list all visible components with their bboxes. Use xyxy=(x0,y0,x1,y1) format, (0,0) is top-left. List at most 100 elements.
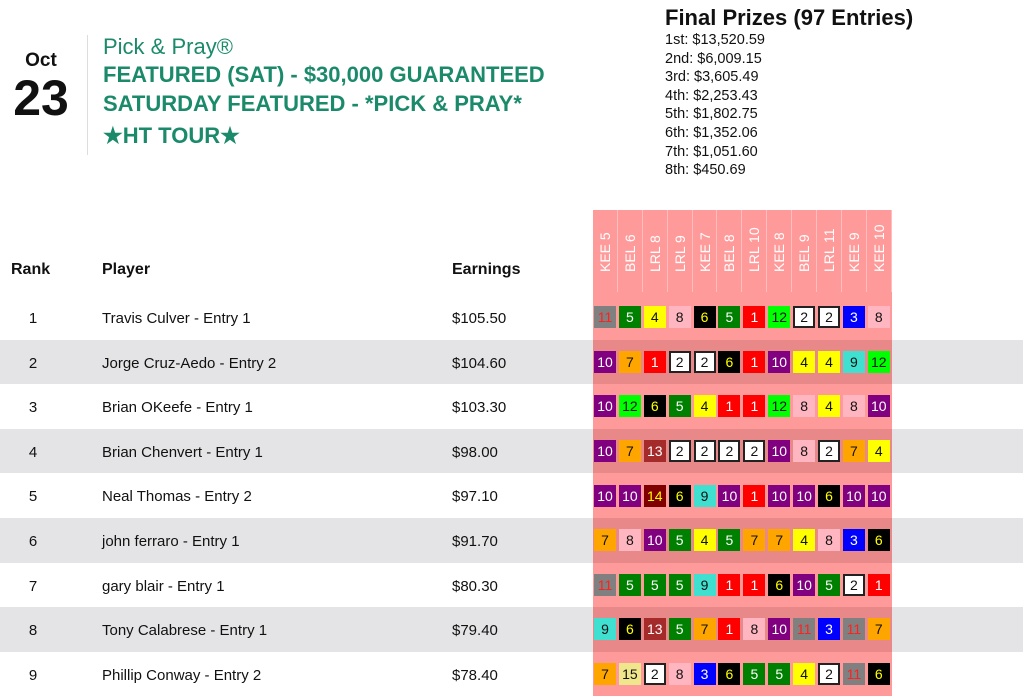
player-name[interactable]: Brian Chenvert - Entry 1 xyxy=(102,443,263,461)
pick-cell: 4 xyxy=(867,440,890,463)
table-row[interactable]: 8 Tony Calabrese - Entry 1 $79.40 9 6 13 5 7 1 8 1… xyxy=(0,607,1023,652)
pick-cell: 6 xyxy=(718,350,741,373)
prize-item: 2nd: $6,009.15 xyxy=(665,50,762,67)
date-month: Oct xyxy=(25,50,57,71)
contest-line-2: SATURDAY FEATURED - *PICK & PRAY* xyxy=(103,91,522,116)
pick-cell: 2 xyxy=(643,663,666,686)
pick-cell: 10 xyxy=(594,350,616,373)
earnings-cell: $79.40 xyxy=(452,622,498,640)
header-player: Player xyxy=(102,261,151,278)
player-name[interactable]: Jorge Cruz-Aedo - Entry 2 xyxy=(102,354,277,372)
player-name[interactable]: Neal Thomas - Entry 2 xyxy=(102,488,252,506)
race-label: LRL 11 xyxy=(820,228,837,272)
picks-grid: 10 7 1 2 2 6 1 10 4 4 9 12 xyxy=(593,339,892,385)
pick-cell: 7 xyxy=(768,529,791,552)
pick-cell: 1 xyxy=(743,306,766,329)
pick-cell: 11 xyxy=(793,618,816,641)
pick-cell: 6 xyxy=(668,484,691,507)
race-label: KEE 8 xyxy=(771,232,788,272)
race-column-headers: KEE 5 BEL 6 LRL 8 LRL 9 KEE 7 BEL 8 LRL 10 KEE … xyxy=(593,210,892,292)
pick-cell: 7 xyxy=(618,440,641,463)
pick-cell: 5 xyxy=(668,529,691,552)
pick-cell: 10 xyxy=(768,484,791,507)
pick-cell: 6 xyxy=(693,306,716,329)
pick-cell: 8 xyxy=(793,395,816,418)
pick-cell: 13 xyxy=(643,440,666,463)
race-label: KEE 9 xyxy=(845,232,862,272)
table-row[interactable]: 5 Neal Thomas - Entry 2 $97.10 10 10 14 6 9 10 1 1… xyxy=(0,473,1023,518)
pick-cell: 6 xyxy=(768,573,791,596)
pick-cell: 15 xyxy=(618,663,641,686)
pick-cell: 3 xyxy=(818,618,841,641)
pick-cell: 5 xyxy=(718,306,741,329)
pick-cell: 12 xyxy=(768,306,791,329)
pick-cell: 5 xyxy=(618,306,641,329)
pick-cell: 1 xyxy=(867,573,890,596)
player-name[interactable]: Phillip Conway - Entry 2 xyxy=(102,666,262,684)
table-row[interactable]: 6 john ferraro - Entry 1 $91.70 7 8 10 5 4 5 7 7 4 8… xyxy=(0,518,1023,563)
pick-cell: 1 xyxy=(743,395,766,418)
final-prizes: Final Prizes (97 Entries) 1st: $13,520.5… xyxy=(665,5,913,180)
pick-cell: 11 xyxy=(594,306,616,329)
earnings-cell: $78.40 xyxy=(452,666,498,684)
pick-cell: 5 xyxy=(618,573,641,596)
pick-cell: 7 xyxy=(743,529,766,552)
picks-grid: 7 15 2 8 3 6 5 5 4 2 11 6 xyxy=(593,651,892,696)
contest-brand: Pick & Pray® xyxy=(103,34,233,59)
pick-cell: 7 xyxy=(618,350,641,373)
race-label: LRL 8 xyxy=(646,235,663,272)
rank-cell: 7 xyxy=(28,577,38,595)
player-name[interactable]: Brian OKeefe - Entry 1 xyxy=(102,399,253,417)
pick-cell: 9 xyxy=(842,350,865,373)
pick-cell: 1 xyxy=(718,618,741,641)
pick-cell: 4 xyxy=(818,350,841,373)
pick-cell: 13 xyxy=(643,618,666,641)
pick-cell: 10 xyxy=(867,484,890,507)
pick-cell: 5 xyxy=(768,663,791,686)
race-column: KEE 5 xyxy=(593,210,618,292)
pick-cell: 10 xyxy=(793,573,816,596)
pick-cell: 1 xyxy=(743,484,766,507)
table-row[interactable]: 4 Brian Chenvert - Entry 1 $98.00 10 7 13 2 2 2 2… xyxy=(0,428,1023,474)
pick-cell: 6 xyxy=(867,529,890,552)
player-name[interactable]: gary blair - Entry 1 xyxy=(102,577,225,595)
table-row[interactable]: 3 Brian OKeefe - Entry 1 $103.30 10 12 6 5 4 1 1 1… xyxy=(0,384,1023,429)
player-name[interactable]: Tony Calabrese - Entry 1 xyxy=(102,622,268,640)
pick-cell: 12 xyxy=(768,395,791,418)
race-column: KEE 8 xyxy=(767,210,793,292)
pick-cell: 10 xyxy=(594,484,616,507)
earnings-cell: $105.50 xyxy=(452,310,507,327)
race-column: LRL 8 xyxy=(643,210,668,292)
pick-cell: 5 xyxy=(668,618,691,641)
rank-cell: 9 xyxy=(28,666,38,684)
earnings-cell: $97.10 xyxy=(452,488,498,506)
contest-line-1: FEATURED (SAT) - $30,000 GUARANTEED xyxy=(103,62,545,87)
pick-cell: 11 xyxy=(842,618,865,641)
table-row[interactable]: 1 Travis Culver - Entry 1 $105.50 11 5 4 8 6 5 1 1… xyxy=(0,295,1023,340)
pick-cell: 14 xyxy=(643,484,666,507)
pick-cell: 1 xyxy=(743,350,766,373)
player-name[interactable]: Travis Culver - Entry 1 xyxy=(102,310,251,327)
pick-cell: 7 xyxy=(594,663,616,686)
pick-cell: 8 xyxy=(668,663,691,686)
player-name[interactable]: john ferraro - Entry 1 xyxy=(102,533,240,550)
earnings-cell: $91.70 xyxy=(452,533,498,550)
contest-title: Pick & Pray® FEATURED (SAT) - $30,000 GU… xyxy=(103,34,545,150)
grid-strip xyxy=(593,292,892,295)
table-row[interactable]: 7 gary blair - Entry 1 $80.30 11 5 5 5 9 1 1 6 10 5 2… xyxy=(0,562,1023,608)
pick-cell: 6 xyxy=(718,663,741,686)
pick-cell: 7 xyxy=(693,618,716,641)
pick-cell: 2 xyxy=(818,306,841,329)
table-row[interactable]: 2 Jorge Cruz-Aedo - Entry 2 $104.60 10 7 1 2 2 6… xyxy=(0,339,1023,385)
pick-cell: 2 xyxy=(818,663,841,686)
race-column: KEE 7 xyxy=(693,210,718,292)
pick-cell: 5 xyxy=(668,573,691,596)
earnings-cell: $104.60 xyxy=(452,354,507,372)
prizes-heading: Final Prizes (97 Entries) xyxy=(665,5,914,30)
pick-cell: 12 xyxy=(618,395,641,418)
rank-cell: 3 xyxy=(28,399,38,417)
pick-cell: 5 xyxy=(743,663,766,686)
table-row[interactable]: 9 Phillip Conway - Entry 2 $78.40 7 15 2 8 3 6 5 5… xyxy=(0,651,1023,696)
race-label: BEL 8 xyxy=(721,234,738,272)
pick-cell: 5 xyxy=(818,573,841,596)
